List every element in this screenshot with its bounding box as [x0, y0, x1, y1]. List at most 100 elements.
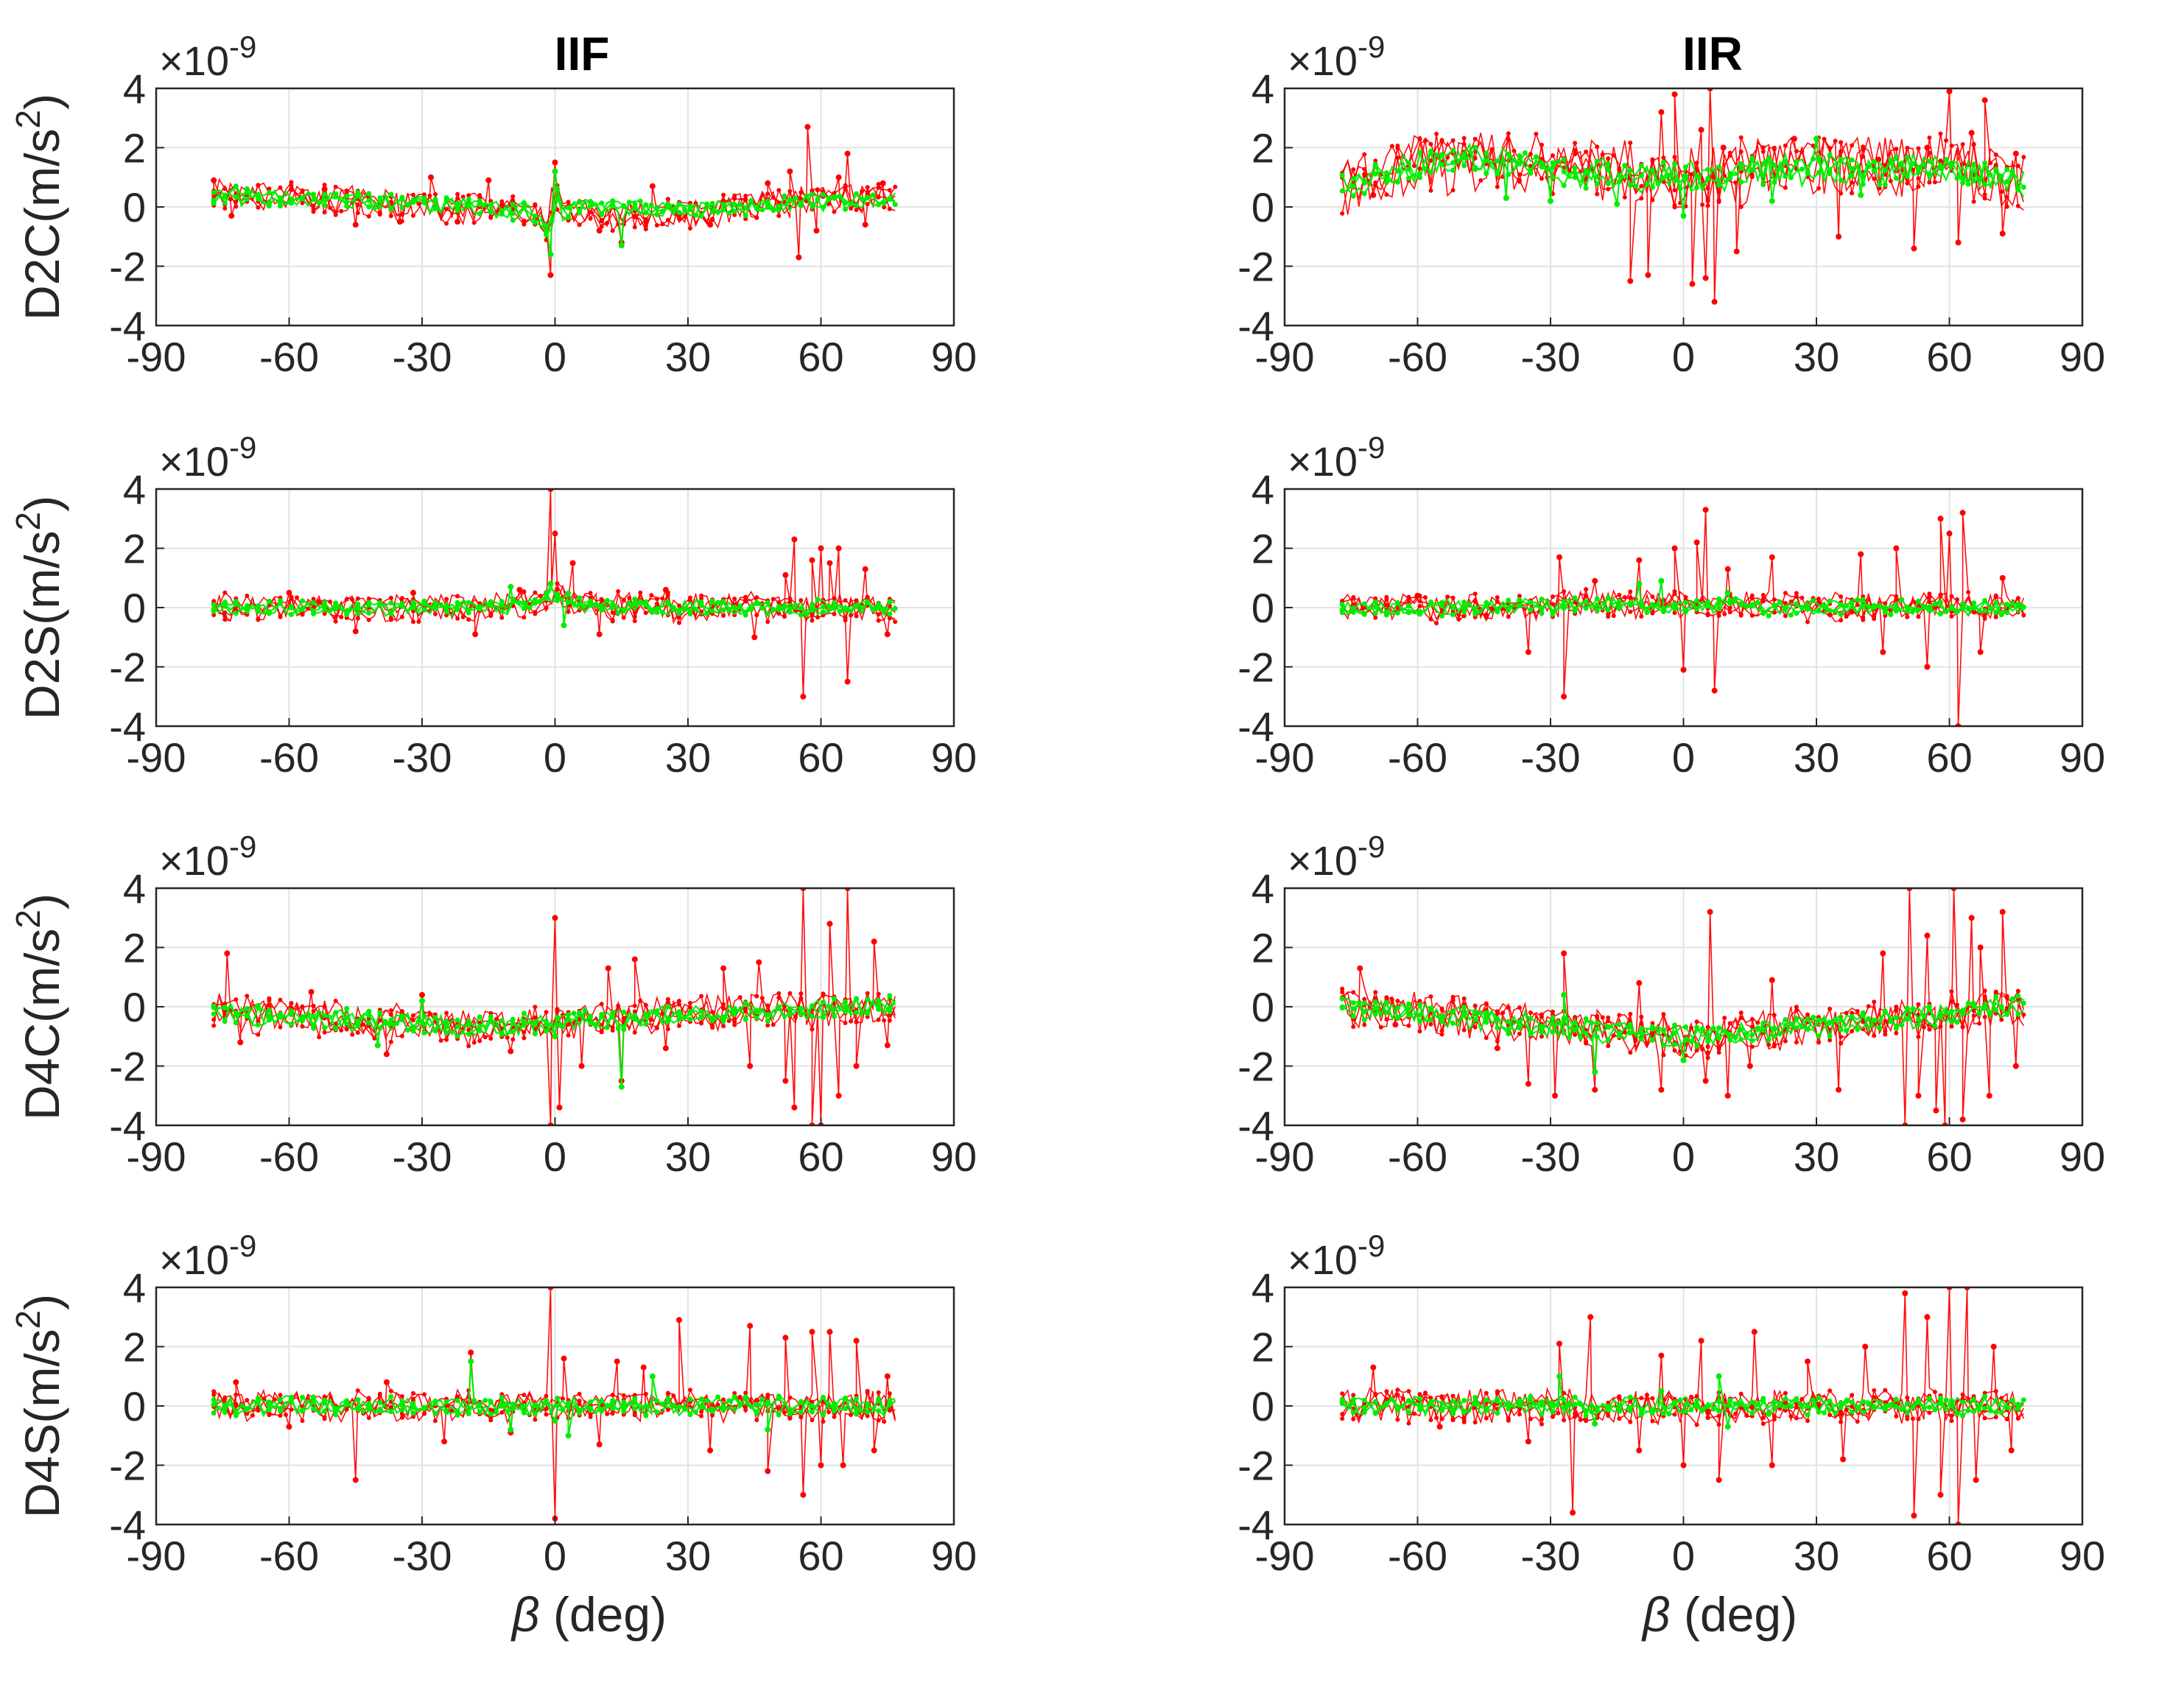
x-tick-label: -30	[393, 734, 452, 781]
series-red-point	[854, 613, 859, 619]
series-green-point	[222, 599, 228, 605]
series-green-point	[843, 206, 849, 212]
series-red-point	[1949, 1418, 1954, 1424]
series-green-point	[388, 1409, 394, 1415]
series-green-point	[632, 597, 638, 602]
series-green-point	[810, 1409, 815, 1415]
series-green-point	[1738, 165, 1744, 171]
series-red-point	[1982, 192, 1987, 197]
series-green-point	[1461, 1398, 1467, 1404]
series-green-point	[1428, 151, 1433, 157]
series-red-spike	[352, 1477, 359, 1483]
series-red-point	[1949, 594, 1954, 599]
series-green-point	[1926, 158, 1932, 164]
series-red-spike	[383, 1379, 390, 1385]
series-red-point	[561, 1396, 565, 1402]
y-tick-label: -2	[109, 1044, 146, 1090]
series-green-point	[731, 1406, 737, 1412]
series-green-point	[632, 1396, 638, 1402]
series-green-point	[521, 605, 527, 611]
series-red-point	[1412, 1411, 1416, 1416]
series-red-point	[638, 590, 643, 595]
series-green-point	[355, 1397, 361, 1402]
series-green-point	[1816, 607, 1822, 613]
series-red-point	[1783, 185, 1788, 190]
series-red-spike	[1724, 1092, 1731, 1099]
series-green-point	[233, 1010, 239, 1016]
series-red-spike	[1880, 950, 1886, 957]
series-red-point	[1738, 1391, 1744, 1396]
series-red-spike	[791, 1104, 798, 1111]
series-green-line	[213, 187, 896, 236]
series-red-point	[222, 617, 228, 622]
series-green-point	[1871, 605, 1877, 611]
series-green-point	[1976, 1407, 1982, 1413]
series-red-point	[211, 1389, 217, 1394]
series-red-point	[1483, 612, 1489, 617]
series-green-point	[832, 1408, 837, 1414]
series-green-point	[832, 1013, 837, 1019]
series-green-point	[1605, 161, 1611, 167]
series-green-point	[1383, 175, 1389, 181]
series-green-point	[1838, 157, 1844, 163]
series-green-point	[577, 1012, 583, 1018]
series-red-point	[460, 194, 466, 200]
series-green-point	[1561, 1030, 1567, 1036]
y-tick-label: 0	[1251, 1383, 1274, 1429]
series-green-point	[1755, 1025, 1760, 1031]
x-tick-label: 30	[665, 1133, 711, 1180]
series-green-point	[659, 609, 665, 615]
series-green-spike	[374, 1042, 381, 1049]
series-green-point	[432, 1015, 438, 1021]
x-tick-label: -60	[259, 1533, 319, 1579]
column-title-iir: IIR	[1682, 27, 1743, 80]
series-green-point	[1461, 163, 1467, 169]
series-red-point	[1738, 149, 1744, 154]
series-red-point	[455, 191, 460, 197]
series-green-point	[1567, 1402, 1573, 1408]
series-green-point	[588, 602, 594, 608]
series-green-point	[1926, 1404, 1932, 1410]
series-red-point	[1606, 1400, 1611, 1405]
column-title-iif: IIF	[555, 27, 610, 80]
series-green-point	[1683, 175, 1688, 180]
series-green-point	[1993, 168, 1999, 174]
series-red-point	[1811, 143, 1816, 148]
series-red-point	[2004, 204, 2009, 209]
series-green-point	[300, 607, 305, 612]
series-green-point	[1594, 1407, 1600, 1413]
series-red-spike	[1999, 574, 2006, 581]
series-green-point	[2004, 166, 2010, 172]
series-red-spike	[1724, 566, 1731, 572]
series-green-point	[1982, 598, 1988, 603]
series-green-point	[709, 1406, 715, 1412]
series-green-point	[1627, 1030, 1633, 1036]
series-red-point	[399, 1033, 404, 1038]
series-green-point	[2004, 602, 2010, 607]
series-green-point	[1383, 170, 1389, 176]
series-red-spike	[1946, 530, 1953, 537]
series-red-point	[1495, 1038, 1500, 1044]
series-green-point	[1506, 172, 1511, 177]
series-red-point	[522, 615, 527, 620]
series-red-point	[710, 1025, 715, 1030]
series-red-point	[1927, 180, 1932, 185]
series-green-spike	[618, 242, 625, 249]
series-green-point	[1594, 181, 1600, 187]
series-green-point	[687, 1010, 693, 1016]
series-red-point	[1639, 1014, 1644, 1019]
series-green-point	[1638, 599, 1644, 605]
series-red-point	[355, 211, 360, 216]
series-red-point	[444, 221, 449, 226]
series-red-spike	[787, 168, 793, 175]
series-green-point	[1760, 161, 1766, 166]
series-red-point	[1844, 1010, 1849, 1016]
series-green-point	[599, 212, 605, 217]
series-green-point	[1361, 1410, 1367, 1416]
series-green-point	[676, 202, 682, 207]
series-red-spike	[569, 560, 576, 566]
x-tick-label: 0	[1672, 1533, 1695, 1579]
series-red-point	[1694, 1393, 1699, 1399]
panel-series	[1339, 507, 2026, 726]
